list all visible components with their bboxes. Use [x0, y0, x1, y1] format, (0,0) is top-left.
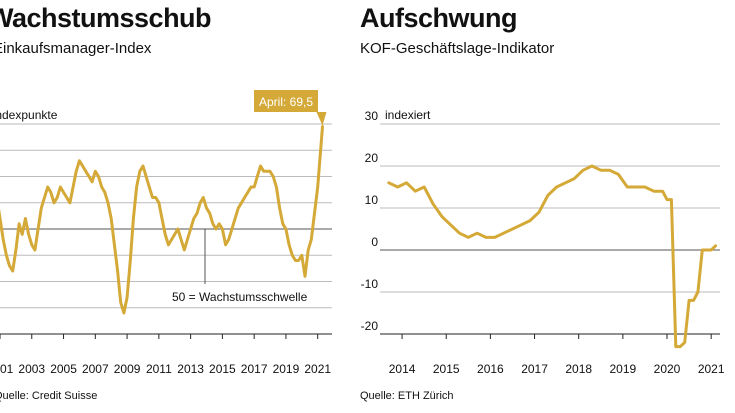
chart-panel-left: Wachstumsschub Einkaufsmanager-Index 50 … — [0, 0, 345, 413]
x-tick-label: 2001 — [0, 362, 14, 376]
right-chart-subtitle: KOF-Geschäftslage-Indikator — [360, 40, 555, 57]
x-tick-label: 2003 — [18, 362, 45, 376]
callout-box — [254, 90, 318, 112]
y-tick-label: 30 — [365, 109, 379, 123]
x-tick-label: 2009 — [114, 362, 141, 376]
left-chart: 50 = Wachstumsschwelle Indexpunkte 2001 200… — [0, 90, 332, 376]
x-tick-label: 2019 — [273, 362, 300, 376]
x-tick-label: 2020 — [654, 362, 681, 376]
right-chart-title: Aufschwung — [360, 3, 518, 33]
y-axis-label: Indexpunkte — [0, 108, 58, 122]
series-line-kof — [387, 164, 718, 349]
reference-line-label: 50 = Wachstumsschwelle — [172, 290, 308, 304]
x-tick-label: 2014 — [389, 362, 416, 376]
x-tick-label: 2015 — [209, 362, 236, 376]
x-tick-label: 2017 — [521, 362, 548, 376]
left-chart-subtitle: Einkaufsmanager-Index — [0, 40, 152, 57]
y-tick-label: -10 — [361, 277, 379, 291]
y-tick-label: 20 — [365, 151, 379, 165]
y-tick-label: 10 — [365, 193, 379, 207]
y-tick-label: -20 — [361, 319, 379, 333]
x-tick-label: 2019 — [610, 362, 637, 376]
callout-label: April: 69,5 — [259, 95, 313, 109]
x-tick-label: 2005 — [50, 362, 77, 376]
left-chart-source: Quelle: Credit Suisse — [0, 390, 98, 402]
x-tick-label: 2013 — [177, 362, 204, 376]
y-axis-label: indexiert — [385, 108, 431, 122]
left-chart-title: Wachstumsschub — [0, 3, 212, 33]
x-tick-label: 2015 — [433, 362, 460, 376]
x-tick-label: 2018 — [565, 362, 592, 376]
series-line-pmi — [0, 125, 324, 315]
right-chart-source: Quelle: ETH Zürich — [360, 390, 454, 402]
x-tick-label: 2021 — [304, 362, 331, 376]
callout-pointer — [316, 112, 327, 126]
right-chart: 30 20 10 0 -10 -20 indexiert 2014 2015 2016 2017 20… — [361, 108, 725, 376]
x-tick-label: 2017 — [241, 362, 268, 376]
x-tick-label: 2021 — [698, 362, 725, 376]
x-tick-label: 2007 — [82, 362, 109, 376]
chart-panel-right: Aufschwung KOF-Geschäftslage-Indikator 3… — [358, 0, 735, 413]
x-tick-label: 2016 — [477, 362, 504, 376]
y-tick-label: 0 — [371, 235, 378, 249]
x-tick-label: 2011 — [146, 362, 172, 376]
